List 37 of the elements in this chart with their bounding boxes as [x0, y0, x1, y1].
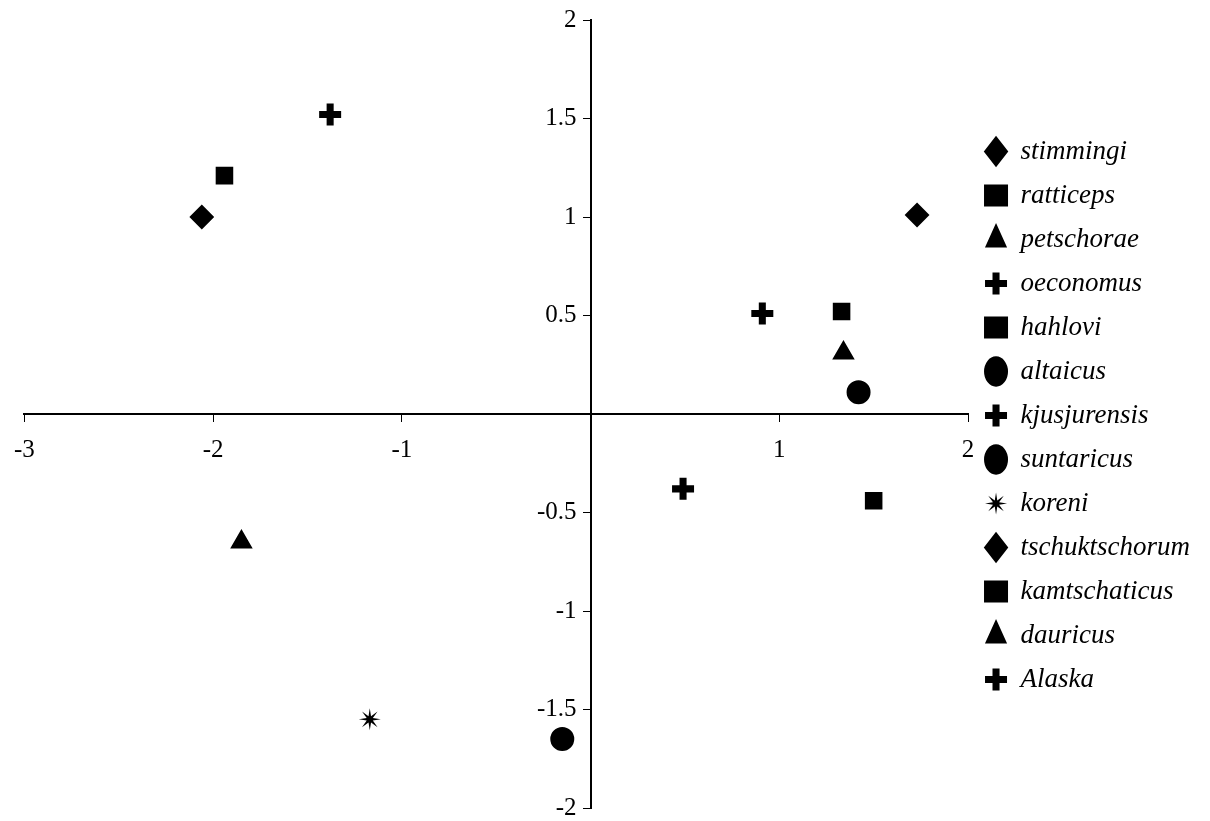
point: [846, 380, 871, 405]
legend-label: stimmingi: [1020, 134, 1128, 165]
y-tick-label: -0.5: [537, 497, 577, 525]
y-tick-label: 1: [564, 201, 577, 229]
legend-label: suntaricus: [1020, 442, 1134, 473]
point: [672, 477, 695, 500]
legend-label: oeconomus: [1020, 266, 1143, 297]
point: [905, 203, 930, 228]
y-tick-label: 2: [564, 4, 577, 32]
y-tick-label: 0.5: [545, 300, 577, 328]
x-tick-label: -1: [391, 434, 413, 462]
legend-label: altaicus: [1020, 354, 1107, 385]
y-tick-label: -1.5: [537, 694, 577, 722]
legend-label: kjusjurensis: [1020, 398, 1149, 429]
point: [358, 708, 381, 731]
legend-label: tschuktschorum: [1020, 530, 1191, 561]
legend-label: ratticeps: [1020, 178, 1116, 209]
x-tick-label: 1: [773, 434, 786, 462]
x-tick-label: -3: [14, 434, 35, 462]
point: [751, 302, 774, 325]
point: [189, 205, 214, 229]
y-tick-label: -1: [555, 595, 577, 623]
point: [864, 491, 883, 510]
y-tick-label: -2: [555, 792, 577, 820]
y-tick-label: 1.5: [545, 103, 577, 131]
point: [215, 166, 234, 185]
point: [319, 103, 342, 126]
point: [550, 727, 575, 752]
legend-label: koreni: [1020, 486, 1089, 517]
legend-label: petschorae: [1018, 222, 1140, 253]
legend-label: dauricus: [1020, 618, 1116, 649]
legend-label: Alaska: [1018, 662, 1095, 693]
x-tick-label: 2: [961, 434, 975, 462]
legend-label: kamtschaticus: [1020, 574, 1174, 605]
point: [832, 302, 851, 321]
x-tick-label: -2: [202, 434, 224, 462]
legend-label: hahlovi: [1020, 310, 1102, 341]
